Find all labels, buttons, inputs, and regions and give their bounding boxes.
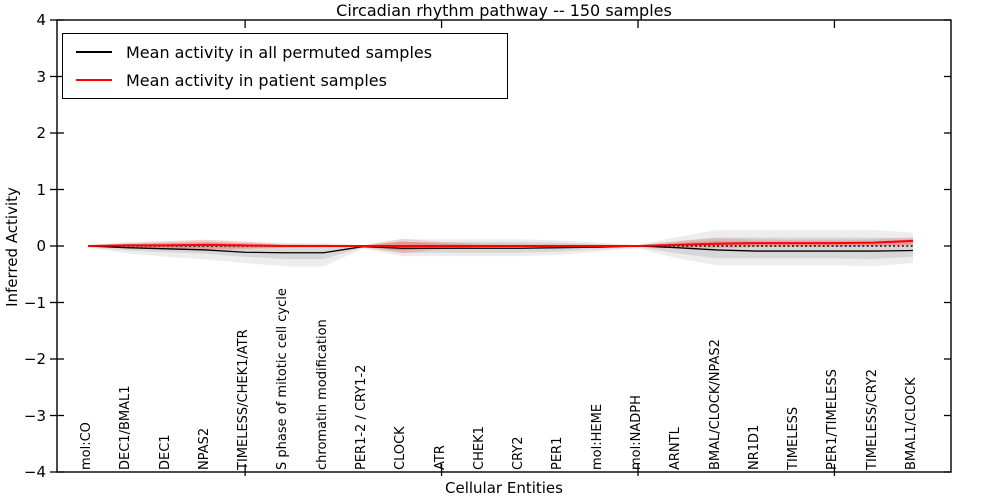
y-tick-label: 1 (36, 180, 46, 199)
x-category-label: TIMELESS/CRY2 (864, 368, 880, 470)
x-category-label: DEC1 (157, 434, 173, 470)
legend-entry-permuted: Mean activity in all permuted samples (76, 43, 507, 62)
x-category-label: ARNTL (668, 427, 684, 470)
x-category-label: BMAL1/CLOCK (904, 377, 919, 470)
legend-label-permuted: Mean activity in all permuted samples (126, 42, 433, 62)
patient-line-swatch (76, 79, 112, 81)
y-tick-label: −1 (23, 293, 46, 312)
x-category-label: CRY2 (511, 436, 527, 471)
x-category-label: ATR (432, 445, 448, 470)
y-tick-label: 0 (36, 237, 46, 255)
legend-label-patient: Mean activity in patient samples (126, 70, 387, 90)
legend-entry-patient: Mean activity in patient samples (76, 71, 507, 90)
x-category-label: mol:CO (79, 422, 94, 470)
x-category-label: mol:NADPH (629, 395, 644, 470)
permuted-line-swatch (76, 51, 112, 53)
x-category-label: S phase of mitotic cell cycle (275, 288, 291, 470)
x-axis-label: Cellular Entities (445, 479, 563, 497)
x-category-label: mol:HEME (589, 403, 605, 470)
x-category-label: chromatin modification (314, 319, 330, 470)
y-tick-label: 2 (36, 124, 46, 142)
y-tick-label: −2 (23, 350, 46, 368)
x-category-label: TIMELESS (786, 406, 802, 470)
x-category-label: NPAS2 (196, 427, 212, 470)
x-category-label: CLOCK (393, 426, 409, 470)
permuted-mean-line (87, 245, 914, 254)
chart-title: Circadian rhythm pathway -- 150 samples (336, 1, 672, 20)
legend: Mean activity in all permuted samples Me… (62, 33, 508, 99)
x-category-label: DEC1/BMAL1 (118, 385, 134, 471)
x-category-label: PER1-2 / CRY1-2 (354, 364, 369, 470)
x-category-label: TIMELESS/CHEK1/ATR (236, 329, 252, 470)
x-category-label: PER1/TIMELESS (825, 369, 841, 470)
patient-mean-line (87, 239, 914, 247)
y-tick-label: 3 (36, 67, 46, 86)
x-category-label: NR1D1 (746, 424, 762, 470)
x-category-label: BMAL/CLOCK/NPAS2 (707, 339, 723, 470)
patient-band_inner (88, 239, 913, 251)
y-tick-label: −3 (23, 406, 46, 425)
x-category-label: CHEK1 (471, 426, 487, 470)
y-tick-label: −4 (23, 463, 46, 481)
y-tick-label: 4 (36, 11, 46, 29)
x-category-label: PER1 (550, 436, 566, 470)
